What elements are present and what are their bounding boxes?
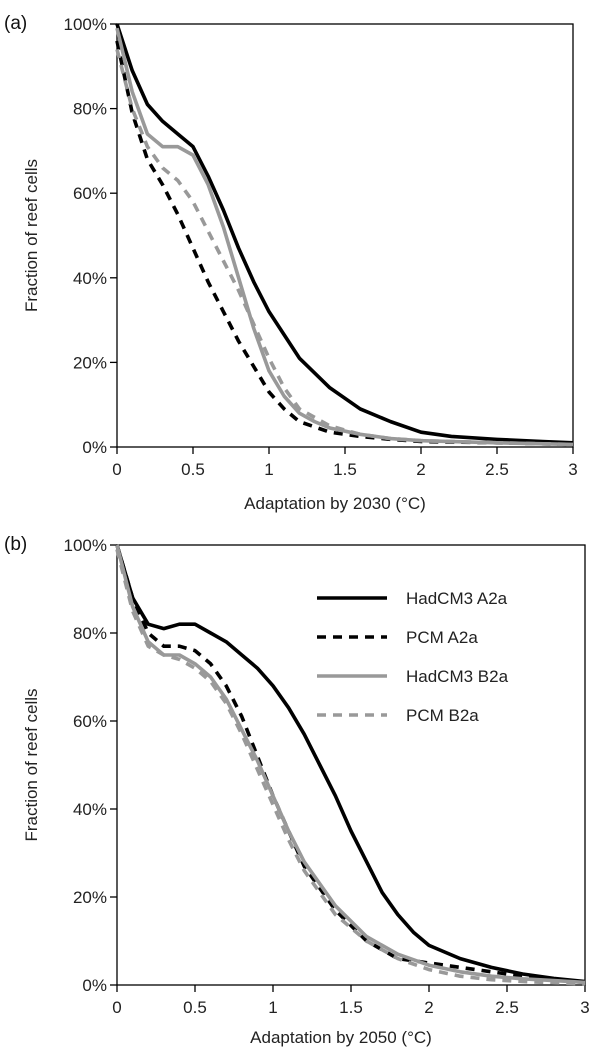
x-tick-label: 2: [424, 998, 433, 1017]
legend-entry: PCM B2a: [406, 706, 479, 725]
y-tick-label: 60%: [73, 712, 107, 731]
y-axis-label: Fraction of reef cells: [22, 688, 41, 841]
chart-panel-1: 0 0.5 1 1.5 2 2.5 3 0% 20% 40% 60% 80% 100% Adaptatio…: [4, 534, 590, 1047]
x-tick-label: 1.5: [339, 998, 363, 1017]
series-line-hadcm3-b2a: [115, 27, 574, 447]
legend: HadCM3 A2a PCM A2a HadCM3 B2a PCM B2a: [317, 589, 509, 725]
x-tick-label: 2: [416, 460, 425, 479]
series-line-hadcm3-a2a: [115, 23, 574, 445]
series-line-pcm-a2a: [115, 544, 586, 985]
y-tick-label: 80%: [73, 624, 107, 643]
series-line-pcm-a2a: [115, 40, 574, 447]
x-axis-label: Adaptation by 2050 (°C): [250, 1028, 432, 1047]
y-tick-label: 20%: [73, 353, 107, 372]
x-tick-label: 1: [268, 998, 277, 1017]
x-tick-label: 2.5: [495, 998, 519, 1017]
legend-entry: HadCM3 B2a: [406, 667, 509, 686]
y-tick-label: 40%: [73, 269, 107, 288]
x-tick-label: 3: [580, 998, 589, 1017]
y-tick-label: 20%: [73, 888, 107, 907]
x-tick-label: 2.5: [485, 460, 509, 479]
series-line-hadcm3-b2a: [115, 544, 586, 985]
chart-panel-0: 0 0.5 1 1.5 2 2.5 3 0% 20% 40% 60% 80% 100% Adaptatio…: [4, 13, 578, 513]
x-axis-label: Adaptation by 2030 (°C): [244, 494, 426, 513]
x-tick-label: 1: [264, 460, 273, 479]
x-tick-label: 0.5: [183, 998, 207, 1017]
y-axis-label: Fraction of reef cells: [22, 159, 41, 312]
legend-entry: PCM A2a: [406, 628, 478, 647]
series-line-pcm-b2a: [115, 548, 586, 986]
y-tick-label: 100%: [64, 15, 107, 34]
legend-entry: HadCM3 A2a: [406, 589, 508, 608]
x-tick-label: 3: [568, 460, 577, 479]
series-line-hadcm3-a2a: [115, 544, 586, 984]
panel-label: (a): [4, 13, 27, 34]
x-tick-label: 0: [112, 460, 121, 479]
x-tick-label: 0: [112, 998, 121, 1017]
y-tick-label: 0%: [82, 976, 107, 995]
y-tick-label: 40%: [73, 800, 107, 819]
panel-label: (b): [4, 534, 27, 555]
series-line-pcm-b2a: [115, 48, 574, 447]
y-tick-label: 60%: [73, 184, 107, 203]
y-tick-label: 0%: [82, 438, 107, 457]
plot-frame: [116, 23, 574, 448]
x-tick-label: 1.5: [333, 460, 357, 479]
y-tick-label: 80%: [73, 100, 107, 119]
x-tick-label: 0.5: [181, 460, 205, 479]
y-tick-label: 100%: [64, 536, 107, 555]
